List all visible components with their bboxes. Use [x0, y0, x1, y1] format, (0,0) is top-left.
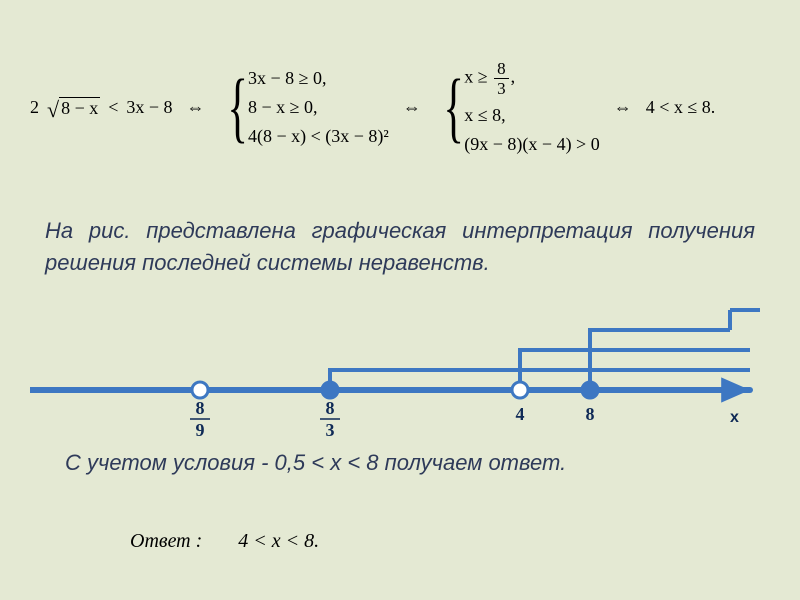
- lt-sign: <: [108, 97, 118, 118]
- svg-text:x: x: [730, 409, 739, 426]
- system-1: { 3x − 8 ≥ 0, 8 − x ≥ 0, 4(8 − x) < (3x …: [219, 68, 389, 147]
- sys2-line1-frac: 8 3: [494, 60, 509, 97]
- sys2-line2: x ≤ 8,: [464, 105, 599, 126]
- sqrt: √ 8 − x: [47, 95, 100, 121]
- lhs-coeff: 2: [30, 97, 39, 118]
- sys2-frac-num: 8: [494, 60, 509, 79]
- system-2: { x ≥ 8 3 , x ≤ 8, (9x − 8)(x − 4) > 0: [435, 60, 600, 155]
- system-2-content: x ≥ 8 3 , x ≤ 8, (9x − 8)(x − 4) > 0: [464, 60, 599, 155]
- slide: 2 √ 8 − x < 3x − 8 ⇔ { 3x − 8 ≥ 0, 8 − x…: [0, 0, 800, 600]
- radical-sign: √: [47, 97, 59, 123]
- svg-text:4: 4: [516, 404, 525, 424]
- svg-text:3: 3: [326, 420, 335, 440]
- svg-text:9: 9: [196, 420, 205, 440]
- iff-3: ⇔: [608, 97, 638, 118]
- svg-text:8: 8: [326, 398, 335, 418]
- sys2-line1: x ≥ 8 3 ,: [464, 60, 599, 97]
- sys1-line2: 8 − x ≥ 0,: [248, 97, 389, 118]
- sys2-line1-lhs: x ≥: [464, 67, 487, 87]
- body-paragraph: На рис. представлена графическая интерпр…: [45, 215, 755, 279]
- brace-1: {: [227, 72, 248, 142]
- answer-label: Ответ :: [130, 530, 202, 553]
- system-1-content: 3x − 8 ≥ 0, 8 − x ≥ 0, 4(8 − x) < (3x − …: [248, 68, 389, 147]
- math-derivation: 2 √ 8 − x < 3x − 8 ⇔ { 3x − 8 ≥ 0, 8 − x…: [30, 60, 770, 155]
- iff-2: ⇔: [397, 97, 427, 118]
- iff-1: ⇔: [181, 97, 211, 118]
- answer-value: 4 < x < 8.: [238, 530, 319, 553]
- number-line-diagram: 898348x: [30, 290, 770, 445]
- svg-text:8: 8: [196, 398, 205, 418]
- brace-2: {: [443, 72, 464, 142]
- sys2-line3: (9x − 8)(x − 4) > 0: [464, 134, 599, 155]
- rhs-expr: 3x − 8: [126, 97, 172, 118]
- result-expr: 4 < x ≤ 8.: [646, 97, 716, 118]
- radicand: 8 − x: [59, 97, 100, 119]
- sys1-line1: 3x − 8 ≥ 0,: [248, 68, 389, 89]
- answer-row: Ответ : 4 < x < 8.: [130, 530, 319, 553]
- sys1-line3: 4(8 − x) < (3x − 8)²: [248, 126, 389, 147]
- svg-text:8: 8: [586, 404, 595, 424]
- footer-paragraph: С учетом условия - 0,5 < х < 8 получаем …: [65, 450, 740, 476]
- sys2-frac-den: 3: [494, 79, 509, 97]
